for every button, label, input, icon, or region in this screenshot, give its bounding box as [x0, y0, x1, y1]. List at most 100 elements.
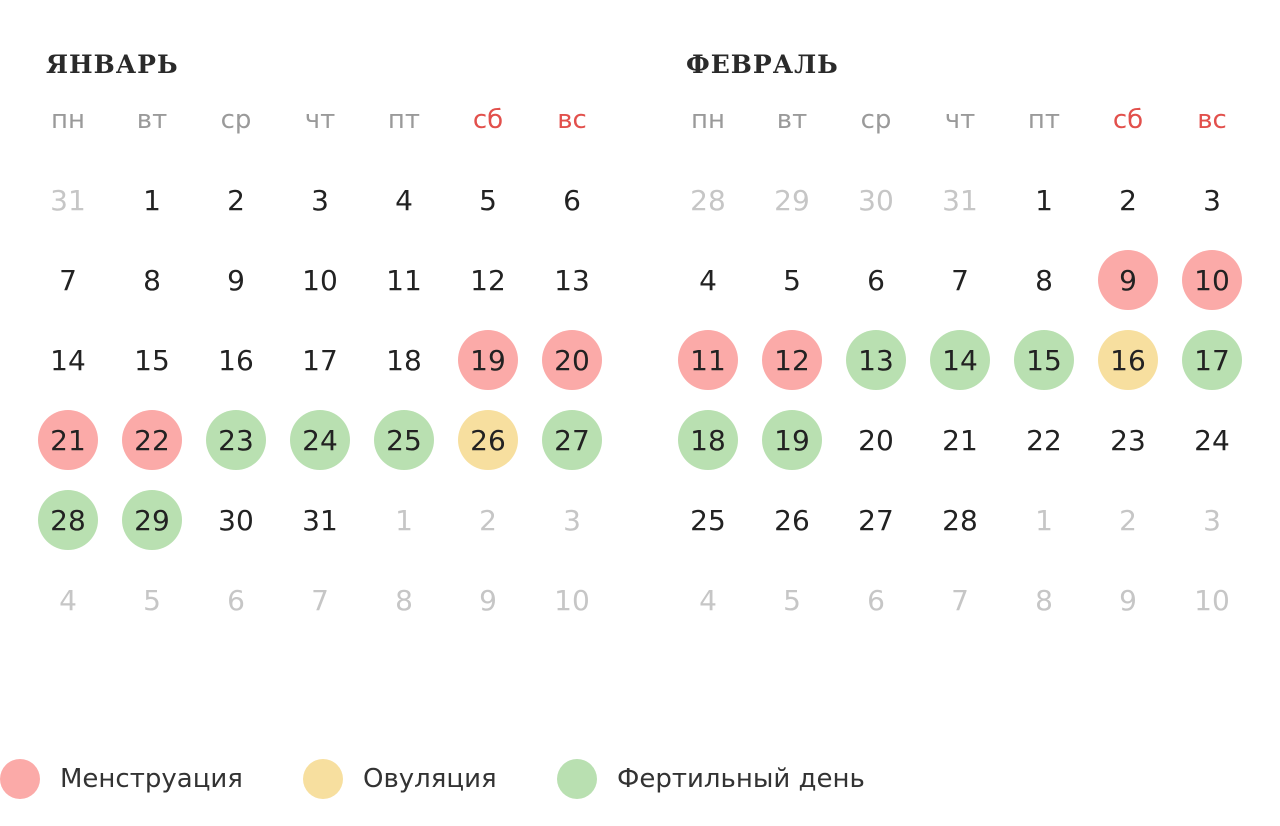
day-cell[interactable]: 15 — [110, 320, 194, 400]
day-cell[interactable]: 7 — [26, 240, 110, 320]
day-cell[interactable]: 9 — [446, 560, 530, 640]
day-cell[interactable]: 29 — [110, 480, 194, 560]
day-cell[interactable]: 9 — [194, 240, 278, 320]
day-number: 3 — [1203, 503, 1221, 537]
day-cell[interactable]: 8 — [1002, 240, 1086, 320]
day-cell[interactable]: 10 — [1170, 240, 1254, 320]
day-cell[interactable]: 26 — [446, 400, 530, 480]
day-cell[interactable]: 5 — [750, 240, 834, 320]
day-cell[interactable]: 10 — [1170, 560, 1254, 640]
day-cell[interactable]: 22 — [1002, 400, 1086, 480]
day-cell[interactable]: 21 — [26, 400, 110, 480]
day-cell[interactable]: 7 — [918, 560, 1002, 640]
day-number: 11 — [386, 263, 422, 297]
day-cell[interactable]: 14 — [918, 320, 1002, 400]
day-cell[interactable]: 31 — [278, 480, 362, 560]
day-cell[interactable]: 2 — [194, 160, 278, 240]
day-number: 2 — [1119, 183, 1137, 217]
day-cell[interactable]: 10 — [278, 240, 362, 320]
day-cell[interactable]: 9 — [1086, 240, 1170, 320]
day-cell[interactable]: 16 — [194, 320, 278, 400]
day-cell[interactable]: 28 — [918, 480, 1002, 560]
day-cell[interactable]: 8 — [362, 560, 446, 640]
day-cell[interactable]: 5 — [446, 160, 530, 240]
day-cell[interactable]: 4 — [26, 560, 110, 640]
day-cell[interactable]: 30 — [194, 480, 278, 560]
day-cell[interactable]: 1 — [1002, 480, 1086, 560]
day-cell[interactable]: 2 — [1086, 160, 1170, 240]
day-cell[interactable]: 14 — [26, 320, 110, 400]
day-cell[interactable]: 23 — [1086, 400, 1170, 480]
day-cell[interactable]: 27 — [834, 480, 918, 560]
day-cell[interactable]: 24 — [278, 400, 362, 480]
day-number: 7 — [951, 583, 969, 617]
day-cell[interactable]: 5 — [110, 560, 194, 640]
day-number: 15 — [1014, 330, 1074, 390]
day-cell[interactable]: 6 — [834, 240, 918, 320]
day-cell[interactable]: 2 — [446, 480, 530, 560]
day-cell[interactable]: 18 — [666, 400, 750, 480]
day-cell[interactable]: 7 — [278, 560, 362, 640]
day-cell[interactable]: 23 — [194, 400, 278, 480]
day-cell[interactable]: 4 — [362, 160, 446, 240]
day-cell[interactable]: 3 — [530, 480, 614, 560]
day-cell[interactable]: 31 — [26, 160, 110, 240]
day-cell[interactable]: 30 — [834, 160, 918, 240]
day-cell[interactable]: 4 — [666, 560, 750, 640]
day-cell[interactable]: 28 — [26, 480, 110, 560]
day-cell[interactable]: 24 — [1170, 400, 1254, 480]
legend: Менструация Овуляция Фертильный день — [0, 756, 1280, 802]
day-cell[interactable]: 11 — [666, 320, 750, 400]
day-cell[interactable]: 12 — [750, 320, 834, 400]
day-cell[interactable]: 20 — [530, 320, 614, 400]
day-cell[interactable]: 2 — [1086, 480, 1170, 560]
day-cell[interactable]: 26 — [750, 480, 834, 560]
day-number: 10 — [554, 583, 590, 617]
day-cell[interactable]: 1 — [110, 160, 194, 240]
day-cell[interactable]: 13 — [834, 320, 918, 400]
legend-item-ovulation: Овуляция — [303, 756, 497, 802]
day-cell[interactable]: 3 — [278, 160, 362, 240]
day-cell[interactable]: 29 — [750, 160, 834, 240]
day-cell[interactable]: 15 — [1002, 320, 1086, 400]
day-cell[interactable]: 19 — [750, 400, 834, 480]
day-cell[interactable]: 9 — [1086, 560, 1170, 640]
day-cell[interactable]: 6 — [834, 560, 918, 640]
day-cell[interactable]: 6 — [530, 160, 614, 240]
day-cell[interactable]: 25 — [362, 400, 446, 480]
day-cell[interactable]: 8 — [110, 240, 194, 320]
day-cell[interactable]: 13 — [530, 240, 614, 320]
day-number: 28 — [690, 183, 726, 217]
day-cell[interactable]: 31 — [918, 160, 1002, 240]
day-cell[interactable]: 19 — [446, 320, 530, 400]
day-number: 23 — [1110, 423, 1146, 457]
day-number: 19 — [458, 330, 518, 390]
day-number: 18 — [678, 410, 738, 470]
day-number: 10 — [1182, 250, 1242, 310]
day-cell[interactable]: 3 — [1170, 480, 1254, 560]
day-cell[interactable]: 4 — [666, 240, 750, 320]
day-cell[interactable]: 12 — [446, 240, 530, 320]
day-cell[interactable]: 28 — [666, 160, 750, 240]
day-number: 3 — [311, 183, 329, 217]
day-cell[interactable]: 22 — [110, 400, 194, 480]
day-cell[interactable]: 27 — [530, 400, 614, 480]
day-cell[interactable]: 6 — [194, 560, 278, 640]
day-cell[interactable]: 1 — [362, 480, 446, 560]
day-number: 2 — [479, 503, 497, 537]
day-cell[interactable]: 17 — [1170, 320, 1254, 400]
day-number: 13 — [554, 263, 590, 297]
day-cell[interactable]: 11 — [362, 240, 446, 320]
day-cell[interactable]: 3 — [1170, 160, 1254, 240]
day-cell[interactable]: 20 — [834, 400, 918, 480]
day-cell[interactable]: 25 — [666, 480, 750, 560]
day-cell[interactable]: 1 — [1002, 160, 1086, 240]
day-cell[interactable]: 7 — [918, 240, 1002, 320]
day-cell[interactable]: 5 — [750, 560, 834, 640]
day-cell[interactable]: 8 — [1002, 560, 1086, 640]
day-cell[interactable]: 21 — [918, 400, 1002, 480]
day-cell[interactable]: 18 — [362, 320, 446, 400]
day-cell[interactable]: 17 — [278, 320, 362, 400]
day-cell[interactable]: 10 — [530, 560, 614, 640]
day-cell[interactable]: 16 — [1086, 320, 1170, 400]
